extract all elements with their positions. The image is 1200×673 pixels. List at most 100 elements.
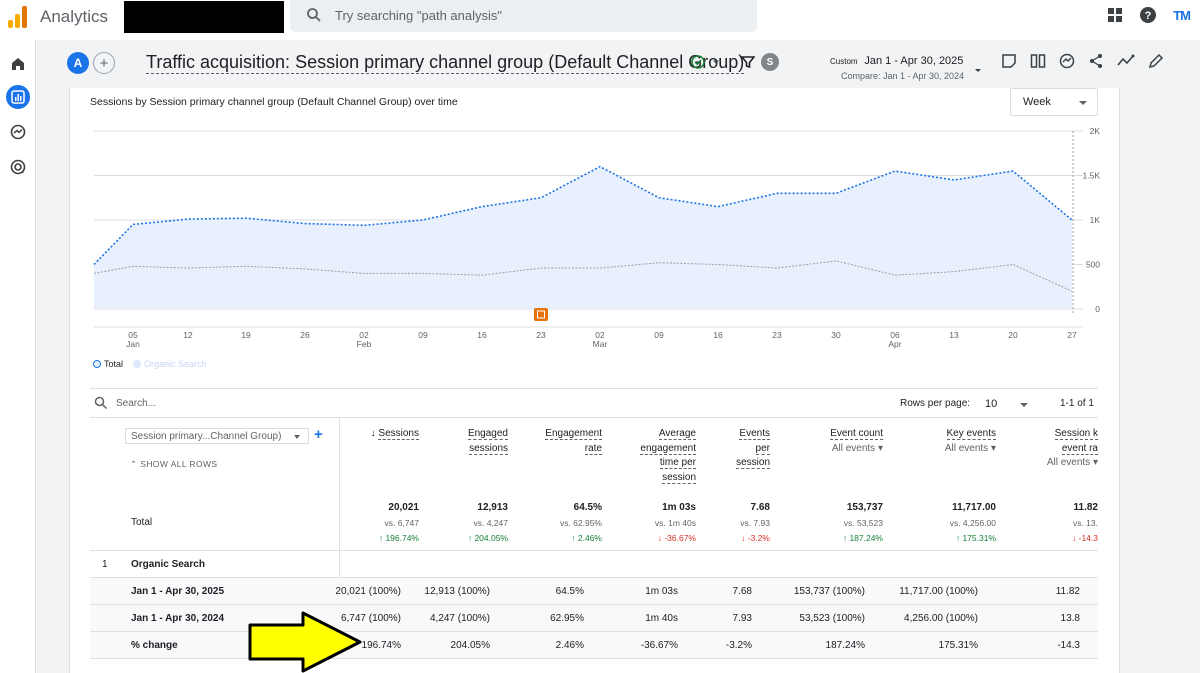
chevron-down-icon[interactable]: ▾ — [877, 442, 883, 454]
sort-arrow-icon[interactable]: ↓ — [370, 428, 376, 439]
total-change: 175.31% — [962, 533, 996, 543]
add-comparison-button[interactable]: + — [93, 52, 115, 74]
total-cell: 11.82 vs. 13. ↓ -14.3 — [1072, 500, 1098, 547]
column-header-label: Average — [658, 428, 696, 440]
total-change: 196.74% — [385, 533, 419, 543]
change-arrow-icon: ↓ — [1072, 533, 1077, 543]
table-search-input[interactable]: Search... — [116, 398, 157, 409]
search-bar[interactable]: Try searching "path analysis" — [290, 0, 757, 32]
chevron-down-icon[interactable] — [1020, 403, 1028, 407]
total-change: 187.24% — [849, 533, 883, 543]
annotation-marker-icon[interactable] — [534, 308, 548, 321]
column-header-label: Engagement — [545, 428, 602, 440]
filter-icon[interactable] — [741, 55, 755, 69]
report-header: A + Traffic acquisition: Session primary… — [36, 40, 1200, 88]
table-cell: 153,737 (100%) — [793, 586, 865, 597]
search-icon — [307, 8, 321, 22]
series-line-organic — [93, 260, 1073, 292]
show-all-rows-label: SHOW ALL ROWS — [140, 459, 218, 469]
change-arrow-icon: ↓ — [657, 533, 662, 543]
date-range-picker[interactable]: Custom Jan 1 - Apr 30, 2025 Compare: Jan… — [830, 55, 964, 81]
legend-label: Organic Search — [144, 359, 207, 369]
compare-columns-icon[interactable] — [1030, 53, 1046, 69]
column-header[interactable]: Engagement rate — [545, 427, 602, 456]
analytics-logo[interactable] — [8, 6, 30, 28]
table-cell: 11.82 — [1055, 586, 1080, 597]
search-icon — [94, 396, 108, 410]
rows-per-page-select[interactable]: 10 — [985, 398, 998, 410]
table-row[interactable]: Jan 1 - Apr 30, 2025 20,021 (100%) 12,913 … — [90, 577, 1098, 604]
chevron-down-icon[interactable]: ▾ — [1092, 457, 1098, 468]
x-tick-label: 06 — [890, 330, 900, 340]
x-tick-label: 16 — [477, 330, 487, 340]
x-tick-label: 16 — [713, 330, 723, 340]
chevron-down-icon[interactable]: ▾ — [990, 442, 996, 454]
granularity-select[interactable]: Week — [1010, 88, 1098, 116]
annotation-arrow — [248, 611, 362, 673]
table-cell: 12,913 (100%) — [424, 586, 490, 597]
segment-badge[interactable]: S — [761, 53, 779, 71]
apps-grid-icon[interactable] — [1107, 7, 1123, 23]
total-value: 11.82 — [1073, 502, 1098, 513]
column-header[interactable]: Key events All events ▾ — [945, 427, 996, 456]
table-cell: 11,717.00 (100%) — [899, 586, 978, 597]
column-header[interactable]: Session k event ra All events ▾ — [1047, 427, 1098, 471]
help-icon[interactable]: ? — [1139, 6, 1157, 24]
table-cell: 62.95% — [550, 613, 584, 624]
x-tick-label: 20 — [1008, 330, 1018, 340]
note-icon[interactable] — [1001, 53, 1017, 69]
table-cell: 53,523 (100%) — [799, 613, 865, 624]
total-value: 20,021 — [388, 502, 419, 513]
check-circle-icon[interactable] — [691, 55, 705, 69]
column-filter[interactable]: All events — [831, 442, 876, 454]
show-all-rows-button[interactable]: ⌃ SHOW ALL ROWS — [130, 459, 217, 470]
dimension-select[interactable]: Session primary...Channel Group) — [125, 428, 309, 444]
column-header[interactable]: Average engagement time per session — [640, 427, 696, 485]
table-cell: 175.31% — [938, 640, 978, 651]
account-selector[interactable] — [124, 1, 284, 33]
user-avatar[interactable]: TM — [1173, 7, 1191, 23]
legend-item-organic[interactable]: Organic Search — [133, 359, 207, 369]
total-cell: 20,021 vs. 6,747 ↑ 196.74% — [379, 500, 419, 547]
table-cell: 1m 03s — [645, 586, 678, 597]
edit-icon[interactable] — [1148, 53, 1164, 69]
total-value: 1m 03s — [662, 502, 696, 513]
total-label: Total — [131, 517, 153, 528]
total-change: -14.3 — [1078, 533, 1098, 543]
total-value: 11,717.00 — [952, 502, 996, 513]
total-value: 7.68 — [750, 502, 770, 513]
trend-icon[interactable] — [1117, 53, 1135, 69]
page-title[interactable]: Traffic acquisition: Session primary cha… — [146, 52, 745, 74]
table-row[interactable]: % change 196.74% 204.05% 2.46% -36.67% -3.2% 1… — [90, 631, 1098, 658]
advertising-icon[interactable] — [6, 155, 30, 179]
x-tick-label: 05 — [128, 330, 138, 340]
table-row[interactable]: Jan 1 - Apr 30, 2024 6,747 (100%) 4,247 (1… — [90, 604, 1098, 631]
pagination-text: 1-1 of 1 — [1060, 398, 1094, 409]
chevron-down-icon[interactable] — [711, 57, 721, 67]
column-filter[interactable]: All events — [944, 442, 989, 454]
property-avatar[interactable]: A — [67, 52, 89, 74]
date-dropdown-icon[interactable] — [973, 67, 983, 75]
column-header-label: Key events — [946, 428, 996, 440]
share-icon[interactable] — [1088, 53, 1104, 69]
column-header-label: sessions — [469, 442, 508, 455]
add-dimension-button[interactable]: + — [314, 426, 323, 443]
column-header-label: rate — [584, 442, 602, 455]
column-header[interactable]: Events per session — [736, 427, 770, 471]
table-cell: 204.05% — [450, 640, 490, 651]
home-icon[interactable] — [6, 52, 30, 76]
column-header[interactable]: Engaged sessions — [467, 427, 508, 456]
table-cell: 7.68 — [732, 586, 752, 597]
expand-icon: ⌃ — [130, 459, 138, 469]
column-divider — [339, 418, 340, 658]
table-row[interactable]: 1 Organic Search — [90, 550, 1098, 577]
reports-icon[interactable] — [6, 85, 30, 109]
total-area — [94, 166, 1072, 309]
explore-icon[interactable] — [6, 120, 30, 144]
column-filter[interactable]: All events — [1046, 457, 1091, 468]
legend-item-total[interactable]: Total — [93, 359, 123, 369]
column-header[interactable]: ↓ Sessions — [371, 427, 419, 442]
insights-icon[interactable] — [1059, 53, 1075, 69]
column-header[interactable]: Event count All events ▾ — [830, 427, 883, 456]
